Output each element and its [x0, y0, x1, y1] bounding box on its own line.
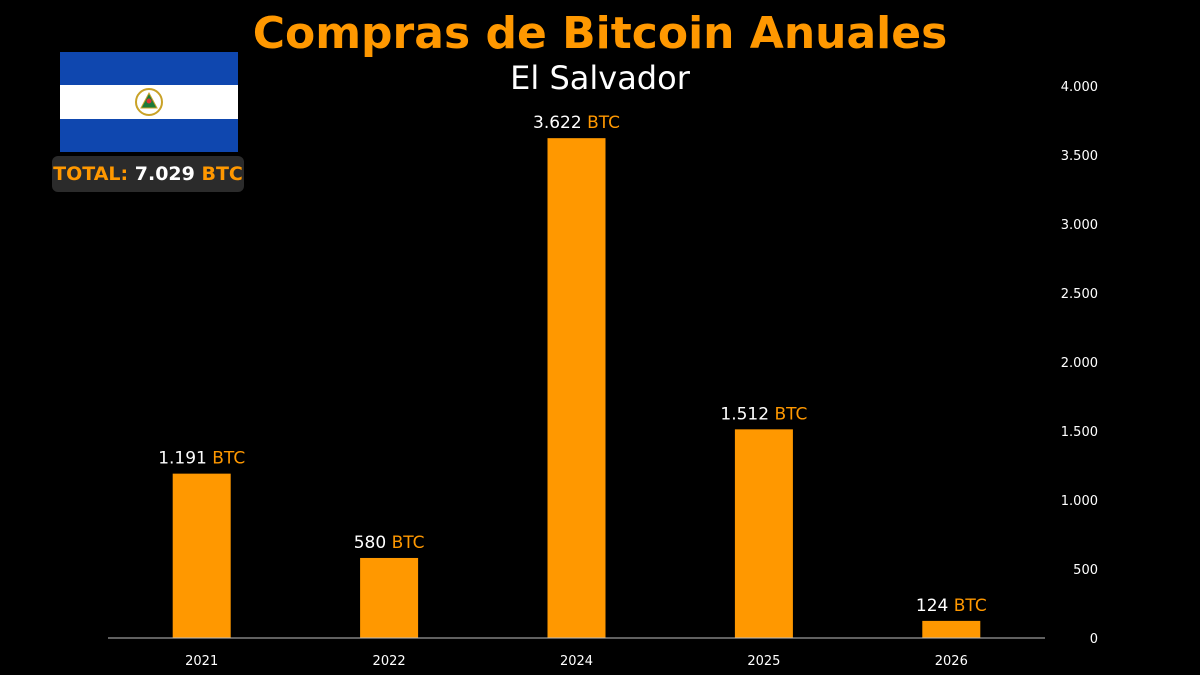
y-tick-label-0: 0 — [1090, 632, 1098, 647]
coat-of-arms-icon — [135, 88, 163, 116]
x-tick-label-2026: 2026 — [935, 654, 968, 669]
flag-top-band — [60, 52, 238, 86]
bar-2026 — [922, 620, 981, 638]
el-salvador-flag — [60, 52, 238, 153]
data-label-2025: 1.512 BTC — [720, 404, 807, 424]
total-unit: BTC — [201, 163, 243, 185]
x-tick-label-2022: 2022 — [373, 654, 406, 669]
x-tick-label-2024: 2024 — [560, 654, 593, 669]
y-tick-label-500: 500 — [1073, 563, 1098, 578]
data-label-2026: 124 BTC — [916, 596, 987, 616]
bar-2021 — [172, 473, 231, 638]
y-tick-label-2500: 2.500 — [1061, 287, 1098, 302]
total-label: TOTAL: — [53, 163, 129, 185]
y-tick-label-1000: 1.000 — [1061, 494, 1098, 509]
y-tick-label-3000: 3.000 — [1061, 218, 1098, 233]
y-tick-label-1500: 1.500 — [1061, 425, 1098, 440]
y-tick-label-4000: 4.000 — [1061, 80, 1098, 95]
total-badge: TOTAL: 7.029 BTC — [52, 156, 244, 192]
data-label-2024: 3.622 BTC — [533, 113, 620, 133]
bar-2025 — [734, 429, 793, 638]
chart-subtitle: El Salvador — [510, 59, 690, 97]
bar-2022 — [360, 557, 419, 638]
x-tick-label-2021: 2021 — [185, 654, 218, 669]
x-tick-label-2025: 2025 — [747, 654, 780, 669]
y-tick-label-3500: 3.500 — [1061, 149, 1098, 164]
total-value: 7.029 — [134, 163, 195, 185]
data-label-2022: 580 BTC — [354, 533, 425, 553]
data-label-2021: 1.191 BTC — [158, 449, 245, 469]
flag-bottom-band — [60, 118, 238, 153]
y-tick-label-2000: 2.000 — [1061, 356, 1098, 371]
bar-2024 — [547, 138, 606, 638]
chart-title: Compras de Bitcoin Anuales — [252, 8, 948, 59]
